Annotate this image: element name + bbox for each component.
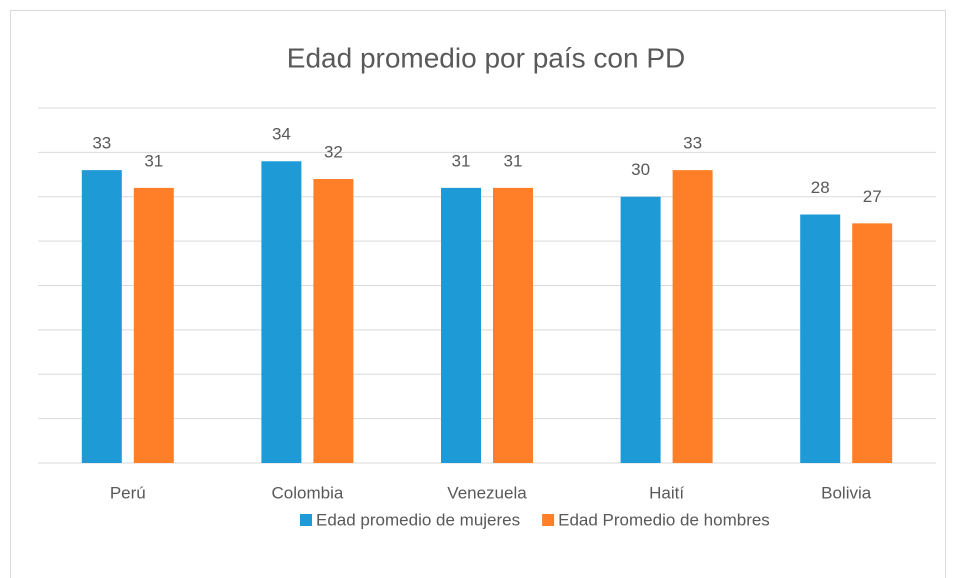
data-label: 31	[504, 151, 523, 170]
bar	[441, 187, 481, 463]
legend-swatch	[300, 514, 312, 526]
bar	[81, 170, 122, 463]
x-tick-label: Perú	[110, 483, 146, 502]
bar	[133, 187, 174, 463]
data-label: 27	[863, 187, 882, 206]
chart-title: Edad promedio por país con PD	[287, 42, 685, 73]
data-label: 34	[272, 125, 291, 144]
x-tick-label: Venezuela	[447, 483, 527, 502]
x-tick-label: Colombia	[271, 483, 343, 502]
bar	[852, 223, 893, 463]
data-label: 31	[452, 151, 471, 170]
legend-swatch	[542, 514, 555, 526]
bar	[313, 179, 354, 463]
legend-label: Edad promedio de mujeres	[316, 510, 520, 529]
data-label: 30	[631, 160, 650, 179]
legend-label: Edad Promedio de hombres	[558, 510, 770, 529]
data-label: 33	[92, 134, 111, 153]
bar	[672, 170, 713, 463]
bar	[620, 196, 661, 463]
data-label: 28	[811, 178, 830, 197]
x-tick-label: Haití	[649, 483, 684, 502]
data-label: 31	[144, 151, 163, 170]
bar	[261, 161, 302, 463]
x-tick-label: Bolivia	[821, 483, 872, 502]
bar	[493, 187, 533, 463]
data-label: 33	[683, 134, 702, 153]
data-label: 32	[324, 142, 343, 161]
bar	[800, 214, 841, 463]
